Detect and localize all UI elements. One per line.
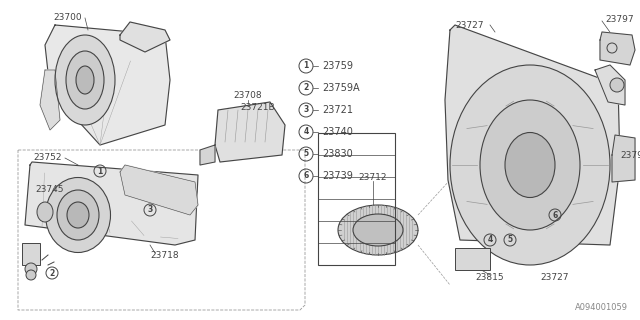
Text: 23712: 23712	[359, 172, 387, 181]
Text: 3: 3	[303, 106, 308, 115]
Text: 3: 3	[147, 205, 152, 214]
Text: 6: 6	[303, 172, 308, 180]
Text: 23759A: 23759A	[322, 83, 360, 93]
Ellipse shape	[480, 100, 580, 230]
Polygon shape	[612, 135, 635, 182]
Ellipse shape	[76, 66, 94, 94]
Text: 1: 1	[303, 61, 308, 70]
Text: 23815: 23815	[476, 274, 504, 283]
Text: 23796: 23796	[620, 150, 640, 159]
Polygon shape	[200, 145, 215, 165]
Text: 4: 4	[303, 127, 308, 137]
Polygon shape	[595, 65, 625, 105]
Ellipse shape	[45, 178, 111, 252]
Text: 23797: 23797	[605, 15, 634, 25]
Polygon shape	[40, 70, 60, 130]
Text: 23830: 23830	[322, 149, 353, 159]
Text: 5: 5	[303, 149, 308, 158]
Circle shape	[610, 78, 624, 92]
Bar	[22, 243, 40, 265]
Text: 2: 2	[49, 268, 54, 277]
Ellipse shape	[37, 202, 53, 222]
Polygon shape	[120, 165, 198, 215]
Ellipse shape	[450, 65, 610, 265]
Text: 23759: 23759	[322, 61, 353, 71]
Text: 6: 6	[552, 211, 557, 220]
Bar	[455, 248, 490, 270]
Text: 23740: 23740	[322, 127, 353, 137]
Polygon shape	[600, 32, 635, 65]
Polygon shape	[215, 102, 285, 162]
Text: 23745: 23745	[35, 186, 63, 195]
Polygon shape	[25, 162, 198, 245]
Polygon shape	[120, 22, 170, 52]
Ellipse shape	[353, 214, 403, 246]
Ellipse shape	[66, 51, 104, 109]
Polygon shape	[45, 25, 170, 145]
Ellipse shape	[57, 190, 99, 240]
Bar	[318, 133, 395, 265]
Text: 23739: 23739	[322, 171, 353, 181]
Ellipse shape	[338, 205, 418, 255]
Text: 23752: 23752	[34, 153, 62, 162]
Ellipse shape	[55, 35, 115, 125]
Text: 2: 2	[303, 84, 308, 92]
Circle shape	[25, 263, 37, 275]
Ellipse shape	[67, 202, 89, 228]
Text: 23727: 23727	[456, 20, 484, 29]
Circle shape	[26, 270, 36, 280]
Text: 1: 1	[97, 166, 102, 175]
Text: 23708: 23708	[234, 92, 262, 100]
Text: 23721: 23721	[322, 105, 353, 115]
Text: 4: 4	[488, 236, 493, 244]
Text: 23700: 23700	[54, 13, 83, 22]
Polygon shape	[445, 25, 620, 245]
Ellipse shape	[505, 132, 555, 197]
Text: A094001059: A094001059	[575, 303, 628, 312]
Text: 23721B: 23721B	[241, 103, 275, 113]
Text: 23718: 23718	[150, 251, 179, 260]
Text: 23727: 23727	[541, 274, 569, 283]
Text: 5: 5	[508, 236, 513, 244]
